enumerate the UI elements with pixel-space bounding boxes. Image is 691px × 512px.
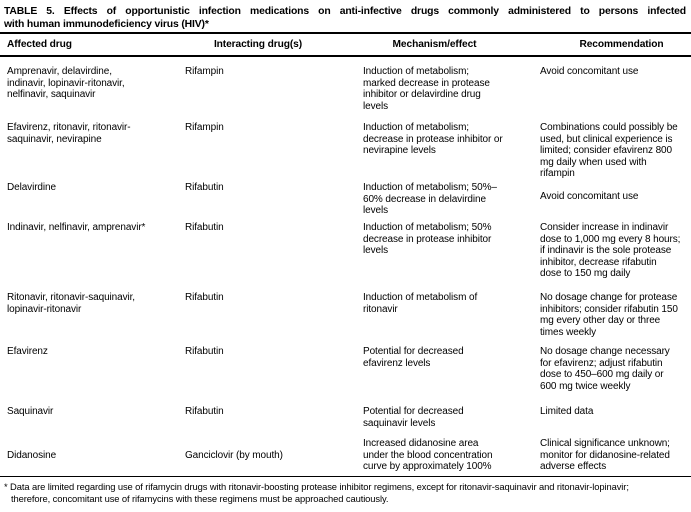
cell-recommendation: No dosage change necessary for efavirenz… <box>540 346 670 392</box>
cell-interacting-drug: Ganciclovir (by mouth) <box>185 450 283 461</box>
table-row: Ritonavir, ritonavir-saquinavir, lopinav… <box>7 292 691 346</box>
table-title-line-1: TABLE 5. Effects of opportunistic infect… <box>4 6 686 17</box>
cell-mechanism-effect: Potential for decreased efavirenz levels <box>363 346 464 369</box>
drug-interactions-table-body: Amprenavir, delavirdine, indinavir, lopi… <box>0 57 691 476</box>
cell-recommendation: Clinical significance unknown; monitor f… <box>540 438 670 472</box>
table-row: Delavirdine Rifabutin Induction of metab… <box>7 182 691 222</box>
cell-recommendation: Avoid concomitant use <box>540 66 639 77</box>
table-row: Amprenavir, delavirdine, indinavir, lopi… <box>7 66 691 122</box>
header-rule <box>0 55 691 57</box>
cell-affected-drug: Didanosine <box>7 450 57 461</box>
cell-recommendation: Combinations could possibly be used, but… <box>540 122 678 179</box>
title-rule <box>0 32 691 34</box>
column-header-recommendation: Recommendation <box>579 39 664 50</box>
table-row: Indinavir, nelfinavir, amprenavir* Rifab… <box>7 222 691 292</box>
table-title-line-2: with human immunodeficiency virus (HIV)* <box>4 18 209 30</box>
cell-affected-drug: Amprenavir, delavirdine, indinavir, lopi… <box>7 66 125 100</box>
cell-mechanism-effect: Increased didanosine area under the bloo… <box>363 438 493 472</box>
cell-affected-drug: Ritonavir, ritonavir-saquinavir, lopinav… <box>7 292 135 315</box>
cell-mechanism-effect: Induction of metabolism; marked decrease… <box>363 66 490 112</box>
cell-affected-drug: Delavirdine <box>7 182 56 193</box>
cell-mechanism-effect: Induction of metabolism; 50%– 60% decrea… <box>363 182 497 216</box>
cell-interacting-drug: Rifabutin <box>185 182 224 193</box>
table-title: TABLE 5. Effects of opportunistic infect… <box>0 0 691 31</box>
cell-recommendation: Avoid concomitant use <box>540 191 639 202</box>
column-header-mechanism-effect: Mechanism/effect <box>392 39 477 50</box>
cell-interacting-drug: Rifabutin <box>185 406 224 417</box>
footnote-text: * Data are limited regarding use of rifa… <box>4 481 629 504</box>
column-header-row: Affected drug Interacting drug(s) Mechan… <box>0 34 691 55</box>
cell-interacting-drug: Rifampin <box>185 66 224 77</box>
column-header-interacting-drugs: Interacting drug(s) <box>213 39 303 50</box>
cell-affected-drug: Efavirenz, ritonavir, ritonavir- saquina… <box>7 122 131 145</box>
table-row: Saquinavir Rifabutin Potential for decre… <box>7 406 691 438</box>
table-row: Didanosine Ganciclovir (by mouth) Increa… <box>7 438 691 476</box>
cell-interacting-drug: Rifabutin <box>185 346 224 357</box>
cell-interacting-drug: Rifampin <box>185 122 224 133</box>
cell-interacting-drug: Rifabutin <box>185 222 224 233</box>
table-row: Efavirenz, ritonavir, ritonavir- saquina… <box>7 122 691 182</box>
cell-mechanism-effect: Induction of metabolism; 50% decrease in… <box>363 222 492 256</box>
table-row: Efavirenz Rifabutin Potential for decrea… <box>7 346 691 406</box>
cell-recommendation: No dosage change for protease inhibitors… <box>540 292 678 338</box>
footnote: * Data are limited regarding use of rifa… <box>0 477 691 504</box>
cell-affected-drug: Efavirenz <box>7 346 48 357</box>
cell-mechanism-effect: Potential for decreased saquinavir level… <box>363 406 464 429</box>
cell-mechanism-effect: Induction of metabolism; decrease in pro… <box>363 122 503 156</box>
cell-affected-drug: Indinavir, nelfinavir, amprenavir* <box>7 222 146 233</box>
cell-recommendation: Consider increase in indinavir dose to 1… <box>540 222 681 279</box>
cell-interacting-drug: Rifabutin <box>185 292 224 303</box>
cell-recommendation: Limited data <box>540 406 594 417</box>
footnote-rule <box>0 476 691 477</box>
column-header-affected-drug: Affected drug <box>7 39 72 50</box>
cell-mechanism-effect: Induction of metabolism of ritonavir <box>363 292 478 315</box>
cell-affected-drug: Saquinavir <box>7 406 54 417</box>
